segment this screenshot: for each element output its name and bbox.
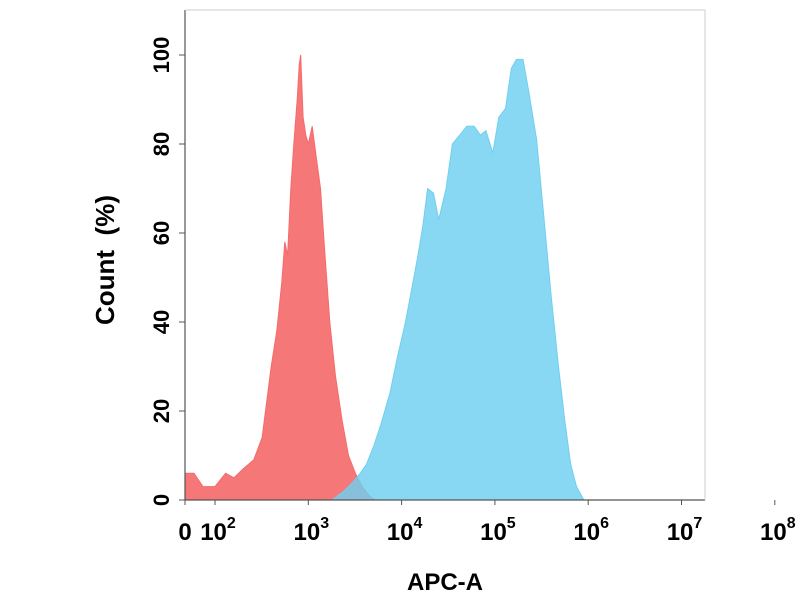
- y-tick-label: 60: [149, 221, 174, 245]
- axes-frame: [184, 9, 706, 501]
- y-tick-label: 40: [149, 310, 174, 334]
- x-tick-label: 107: [667, 515, 703, 546]
- histogram-areas: [184, 54, 585, 501]
- x-tick-label: 105: [480, 515, 516, 546]
- x-axis-ticks: 0 102 103 104 105 106 107 108: [178, 500, 796, 546]
- x-tick-label: 106: [573, 515, 609, 546]
- y-tick-label: 100: [149, 37, 174, 74]
- y-tick-label: 0: [149, 494, 174, 506]
- x-axis-title: APC-A: [407, 569, 483, 596]
- x-tick-label: 102: [200, 515, 236, 546]
- y-axis-title: Count (%): [90, 195, 120, 325]
- x-tick-label: 108: [760, 515, 796, 546]
- x-tick-label: 0: [178, 519, 191, 546]
- x-tick-label: 103: [293, 515, 329, 546]
- histogram-series-2: [330, 58, 585, 501]
- y-axis-ticks: 0 20 40 60 80 100: [149, 37, 185, 506]
- x-tick-label: 104: [387, 515, 423, 546]
- histogram-series-1: [184, 54, 377, 501]
- y-tick-label: 80: [149, 132, 174, 156]
- y-tick-label: 20: [149, 399, 174, 423]
